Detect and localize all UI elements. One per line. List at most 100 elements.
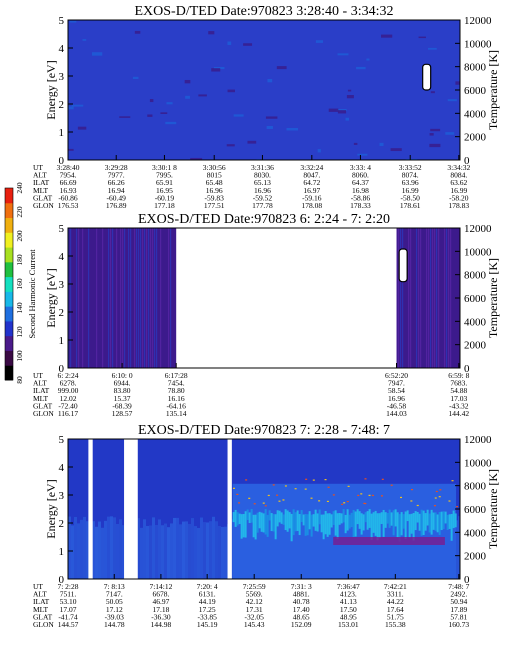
ephemeris-value: -39.03 bbox=[105, 612, 125, 621]
ephemeris-value: 44.19 bbox=[199, 597, 216, 606]
ephemeris-value: 144.57 bbox=[58, 620, 79, 629]
y2-axis-label: Temperature [K] bbox=[486, 50, 500, 130]
y-tick-label: 3 bbox=[59, 490, 65, 502]
y-tick-label: 4 bbox=[59, 251, 65, 263]
ephemeris-value: 16.97 bbox=[303, 186, 320, 195]
ephemeris-value: -46.58 bbox=[387, 401, 407, 410]
y-tick-label: 1 bbox=[59, 546, 65, 558]
ephemeris-value: 65.13 bbox=[254, 178, 271, 187]
ephemeris-value: 3:29:28 bbox=[105, 163, 128, 172]
colorbar-swatch bbox=[5, 188, 13, 204]
y2-tick-label: 0 bbox=[464, 155, 470, 167]
y2-tick-label: 0 bbox=[464, 574, 470, 586]
ephemeris-value: 3:28:40 bbox=[57, 163, 80, 172]
ephemeris-value: 4881. bbox=[293, 590, 310, 599]
y-tick-label: 5 bbox=[59, 434, 65, 446]
y2-tick-label: 4000 bbox=[464, 527, 487, 539]
chart-title: EXOS-D/TED Date:970823 6: 2:24 - 7: 2:20 bbox=[138, 212, 390, 227]
ephemeris-value: 7: 8:13 bbox=[104, 582, 125, 591]
y2-tick-label: 6000 bbox=[464, 504, 487, 516]
colorbar-swatch bbox=[5, 365, 13, 381]
colorbar-tick-label: 180 bbox=[15, 254, 24, 266]
colorbar-swatch bbox=[5, 335, 13, 351]
ephemeris-value: 16.96 bbox=[206, 186, 223, 195]
y2-tick-label: 0 bbox=[464, 363, 470, 375]
colorbar-tick-label: 240 bbox=[15, 182, 24, 194]
ephemeris-value: 178.83 bbox=[449, 201, 470, 210]
ephemeris-value: 6:10: 0 bbox=[112, 371, 133, 380]
ephemeris-value: 40.78 bbox=[293, 597, 310, 606]
ephemeris-value: 3:33:52 bbox=[399, 163, 422, 172]
ephemeris-value: 78.80 bbox=[168, 386, 185, 395]
ephemeris-row-label: GLON bbox=[33, 201, 54, 210]
y2-tick-label: 8000 bbox=[464, 481, 487, 493]
ephemeris-value: 144.42 bbox=[449, 409, 470, 418]
colorbar-tick-label: 100 bbox=[15, 350, 24, 362]
ephemeris-value: 15.37 bbox=[114, 394, 131, 403]
ephemeris-value: 54.88 bbox=[450, 386, 467, 395]
chart-panel-1: EXOS-D/TED Date:970823 3:28:40 - 3:34:32… bbox=[33, 4, 500, 210]
ephemeris-value: 16.95 bbox=[156, 186, 173, 195]
ephemeris-value: 63.96 bbox=[402, 178, 419, 187]
colorbar-swatch bbox=[5, 306, 13, 322]
ephemeris-value: 8015 bbox=[207, 171, 222, 180]
colorbar-frame bbox=[4, 187, 14, 381]
ephemeris-value: -43.32 bbox=[449, 401, 469, 410]
ephemeris-row-label: GLAT bbox=[33, 193, 53, 202]
ephemeris-value: 3:30:1 8 bbox=[152, 163, 177, 172]
ephemeris-value: 16.96 bbox=[388, 394, 405, 403]
ephemeris-value: 7:25:59 bbox=[243, 582, 266, 591]
colorbar-tick-label: 200 bbox=[15, 230, 24, 242]
ephemeris-value: 17.12 bbox=[106, 605, 123, 614]
y-tick-label: 4 bbox=[59, 462, 65, 474]
ephemeris-value: 7995. bbox=[156, 171, 173, 180]
ephemeris-row-label: ALT bbox=[33, 171, 47, 180]
ephemeris-value: 63.62 bbox=[450, 178, 467, 187]
ephemeris-value: 17.07 bbox=[60, 605, 77, 614]
y-axis-label: Energy [eV] bbox=[44, 479, 58, 538]
ephemeris-value: -58.20 bbox=[449, 193, 469, 202]
ephemeris-value: 3311. bbox=[387, 590, 404, 599]
y-tick-label: 5 bbox=[59, 223, 65, 235]
y2-tick-label: 4000 bbox=[464, 316, 487, 328]
ephemeris-value: 16.93 bbox=[60, 186, 77, 195]
ephemeris-value: -32.05 bbox=[245, 612, 265, 621]
ephemeris-value: 6:52:20 bbox=[385, 371, 408, 380]
temperature-marker bbox=[422, 63, 432, 91]
ephemeris-value: 6678. bbox=[152, 590, 169, 599]
colorbar-swatch bbox=[5, 320, 13, 337]
colorbar-swatch bbox=[5, 261, 13, 278]
ephemeris-value: 8030. bbox=[254, 171, 271, 180]
colorbar-tick-label: 120 bbox=[15, 326, 24, 338]
ephemeris-table: UTALTILATMLTGLATGLON3:28:407954.66.6916.… bbox=[33, 163, 471, 210]
ephemeris-value: 17.31 bbox=[246, 605, 263, 614]
ephemeris-value: -58.86 bbox=[351, 193, 371, 202]
ephemeris-value: 2492. bbox=[450, 590, 467, 599]
ephemeris-value: 177.51 bbox=[204, 201, 225, 210]
ephemeris-value: 5569. bbox=[246, 590, 263, 599]
ephemeris-row-label: ILAT bbox=[33, 386, 50, 395]
enhanced-flux-region bbox=[232, 478, 459, 579]
ephemeris-value: 6: 2:24 bbox=[57, 371, 78, 380]
ephemeris-value: 177.18 bbox=[154, 201, 175, 210]
chart-title: EXOS-D/TED Date:970823 3:28:40 - 3:34:32 bbox=[135, 4, 394, 19]
ephemeris-value: 7977. bbox=[108, 171, 125, 180]
ephemeris-value: 7:20: 4 bbox=[197, 582, 218, 591]
y2-tick-label: 8000 bbox=[464, 270, 487, 282]
ephemeris-value: -41.74 bbox=[58, 612, 78, 621]
y2-tick-label: 2000 bbox=[464, 132, 487, 144]
y-tick-label: 2 bbox=[59, 518, 65, 530]
ephemeris-value: -60.19 bbox=[155, 193, 175, 202]
y-tick-label: 2 bbox=[59, 307, 65, 319]
spectrogram-background bbox=[68, 20, 460, 160]
ephemeris-value: 16.99 bbox=[402, 186, 419, 195]
ephemeris-value: 64.72 bbox=[303, 178, 320, 187]
ephemeris-value: 128.57 bbox=[112, 409, 133, 418]
ephemeris-value: 41.13 bbox=[340, 597, 357, 606]
ephemeris-value: 6131. bbox=[199, 590, 216, 599]
ephemeris-value: 16.94 bbox=[108, 186, 125, 195]
ephemeris-value: -68.39 bbox=[112, 401, 132, 410]
colorbar-swatch bbox=[5, 276, 13, 292]
ephemeris-value: 7:42:21 bbox=[384, 582, 407, 591]
ephemeris-value: 17.18 bbox=[152, 605, 169, 614]
